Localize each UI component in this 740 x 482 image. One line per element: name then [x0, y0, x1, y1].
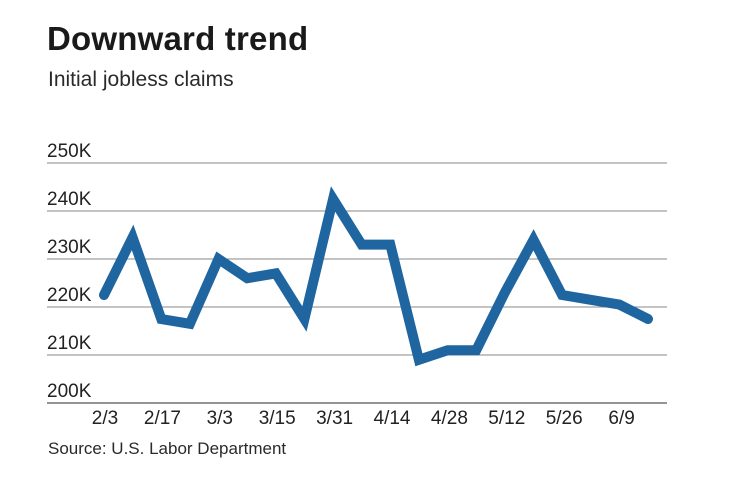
x-tick-label: 6/9: [608, 408, 634, 429]
y-tick-label: 240K: [47, 189, 92, 210]
x-tick-label: 2/17: [144, 408, 181, 429]
grid-lines: [47, 162, 667, 404]
y-tick-label: 250K: [47, 141, 92, 162]
x-tick-label: 2/3: [92, 408, 118, 429]
x-tick-label: 3/3: [207, 408, 233, 429]
x-tick-label: 5/12: [488, 408, 525, 429]
source-note: Source: U.S. Labor Department: [48, 439, 287, 458]
y-tick-label: 210K: [47, 333, 92, 354]
x-tick-label: 4/28: [431, 408, 468, 429]
y-tick-label: 220K: [47, 285, 92, 306]
x-axis-ticks: 2/3 2/17 3/3 3/15 3/31 4/14 4/28 5/12 5/26 6/9: [92, 408, 635, 429]
chart-subtitle: Initial jobless claims: [48, 68, 234, 91]
x-tick-label: 3/15: [259, 408, 296, 429]
y-tick-label: 230K: [47, 237, 92, 258]
x-tick-label: 4/14: [374, 408, 411, 429]
chart-title: Downward trend: [47, 20, 309, 57]
series-layer: [99, 186, 653, 367]
x-tick-label: 5/26: [546, 408, 583, 429]
y-tick-label: 200K: [47, 381, 92, 402]
y-axis-ticks: 200K 210K 220K 230K 240K 250K: [47, 141, 92, 402]
x-tick-label: 3/31: [316, 408, 353, 429]
series-line-0: [99, 186, 653, 367]
